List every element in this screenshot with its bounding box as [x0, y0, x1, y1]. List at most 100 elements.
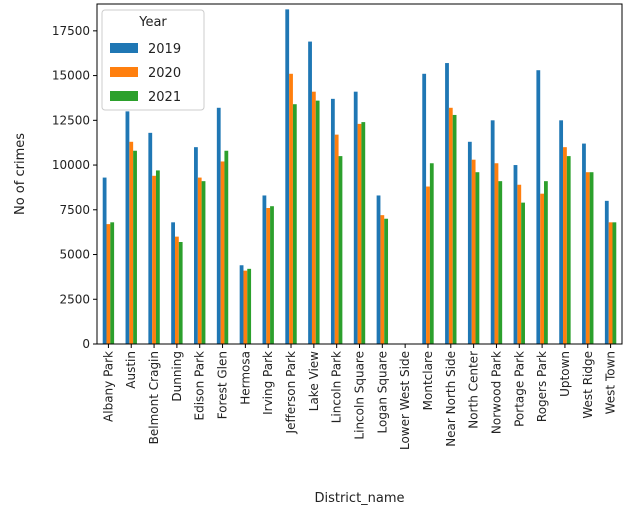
x-tick-label: Norwood Park: [489, 351, 503, 434]
bar-2021-dunning: [178, 242, 183, 344]
bar-2019-uptown: [559, 120, 564, 344]
bar-2020-hermosa: [243, 270, 248, 344]
bar-2019-lincoln-square: [353, 91, 358, 345]
bar-2019-montclare: [422, 73, 427, 344]
y-tick-label: 15000: [52, 69, 90, 83]
bar-2020-uptown: [563, 147, 567, 344]
x-axis-label: District_name: [314, 491, 404, 506]
bar-2021-irving-park: [270, 206, 274, 344]
bar-2021-hermosa: [247, 268, 252, 344]
x-tick-label: West Town: [604, 351, 618, 414]
bar-2020-dunning: [174, 236, 179, 344]
x-tick-label: Lake View: [307, 351, 321, 411]
bar-2019-west-ridge: [582, 143, 586, 344]
axes: 0 2500 5000 7500 10000 12500 15000 17500 Albany …: [52, 3, 623, 450]
legend-title: Year: [138, 15, 167, 30]
y-tick-label: 0: [82, 337, 90, 351]
bar-2021-logan-square: [384, 218, 389, 344]
bar-2019-lake-view: [308, 41, 312, 344]
bar-2020-norwood-park: [494, 163, 499, 344]
bar-2020-logan-square: [380, 215, 385, 344]
bar-2019-jefferson-park: [285, 9, 290, 345]
bar-2020-lake-view: [311, 91, 316, 345]
y-axis-label: No of crimes: [13, 133, 28, 215]
bar-2021-rogers-park: [544, 181, 548, 344]
legend-entry-2021: 2021: [148, 90, 181, 105]
bar-2020-jefferson-park: [289, 73, 293, 344]
y-tick-label: 10000: [52, 158, 90, 172]
bar-2019-north-center: [467, 141, 472, 344]
x-tick-label: Jefferson Park: [284, 351, 298, 435]
x-tick-label: Austin: [124, 351, 138, 389]
bar-2021-albany-park: [110, 222, 115, 344]
bar-2021-lake-view: [315, 100, 320, 344]
legend-frame: [101, 9, 205, 111]
bar-2019-belmont-cragin: [148, 132, 153, 344]
bar-2021-montclare: [429, 163, 434, 344]
y-tick-label: 5000: [59, 248, 90, 262]
bar-2021-portage-park: [521, 202, 525, 344]
y-tick-label: 12500: [52, 113, 90, 127]
x-tick-label: Edison Park: [193, 351, 207, 421]
legend: Year 2019 2020 2021: [101, 9, 205, 111]
bar-2019-near-north-side: [445, 63, 449, 345]
bar-2020-north-center: [471, 159, 476, 344]
x-tick-label: Belmont Cragin: [147, 351, 161, 444]
bar-2020-montclare: [426, 186, 430, 344]
bar-2020-belmont-cragin: [152, 175, 156, 344]
bar-2021-north-center: [475, 172, 480, 344]
x-tick-label: Irving Park: [261, 351, 275, 415]
y-tick-label: 7500: [59, 203, 90, 217]
legend-entry-2019: 2019: [148, 42, 181, 57]
x-tick-label: Rogers Park: [535, 351, 549, 422]
bar-2019-logan-square: [376, 195, 381, 344]
x-tick-label: Albany Park: [101, 351, 115, 422]
bar-2019-norwood-park: [490, 120, 495, 344]
bars: [102, 9, 617, 345]
bar-2020-lincoln-park: [334, 134, 339, 344]
bar-2020-forest-glen: [220, 161, 225, 344]
x-tick-label: Uptown: [558, 351, 572, 397]
x-tick-label: Lincoln Park: [330, 351, 344, 423]
x-tick-label: Montclare: [421, 351, 435, 410]
x-tick-label: Lower West Side: [398, 351, 412, 450]
bar-2021-forest-glen: [224, 150, 229, 344]
bar-2019-austin: [125, 111, 130, 345]
bar-2021-jefferson-park: [292, 104, 297, 345]
bar-2020-rogers-park: [540, 193, 545, 344]
bar-2021-austin: [133, 150, 137, 344]
x-tick-label: Lincoln Square: [353, 351, 367, 440]
bar-2019-hermosa: [239, 265, 244, 344]
bar-2020-irving-park: [266, 208, 271, 344]
legend-swatch-2021: [110, 91, 138, 101]
x-tick-label: Hermosa: [238, 351, 252, 405]
bar-2021-belmont-cragin: [155, 170, 160, 344]
bar-2019-portage-park: [513, 165, 518, 344]
bar-2019-forest-glen: [216, 107, 221, 344]
bar-2020-albany-park: [106, 224, 111, 344]
bar-2020-near-north-side: [448, 107, 453, 344]
x-tick-label: Logan Square: [375, 351, 389, 433]
legend-entry-2020: 2020: [148, 66, 181, 81]
bar-2020-austin: [129, 141, 134, 344]
y-tick-label: 2500: [59, 292, 90, 306]
bar-2020-west-town: [608, 222, 613, 344]
bar-2021-near-north-side: [452, 114, 457, 344]
bar-2019-irving-park: [262, 195, 267, 344]
bar-2019-lincoln-park: [330, 98, 335, 344]
x-tick-label: West Ridge: [581, 351, 595, 419]
bar-2021-uptown: [566, 156, 571, 344]
bar-2020-portage-park: [517, 184, 522, 344]
x-tick-label: Near North Side: [444, 351, 458, 447]
bar-2021-norwood-park: [498, 181, 503, 344]
legend-swatch-2020: [110, 67, 138, 77]
x-tick-label: North Center: [467, 351, 481, 429]
bar-2019-rogers-park: [536, 70, 541, 345]
bar-2019-edison-park: [194, 147, 198, 344]
bar-2019-west-town: [604, 200, 609, 344]
bar-2021-edison-park: [201, 181, 206, 344]
bar-2020-edison-park: [197, 177, 202, 344]
bar-2019-dunning: [171, 222, 175, 344]
y-tick-label: 17500: [52, 24, 90, 38]
